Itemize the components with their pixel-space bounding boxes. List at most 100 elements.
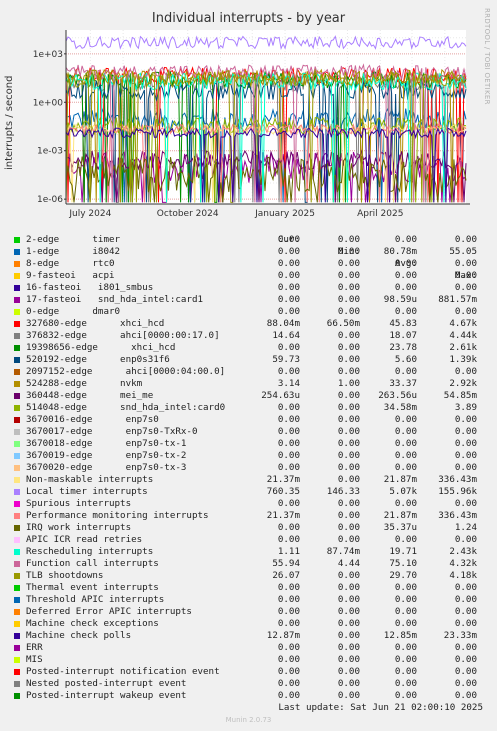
- legend-label: 376832-edge ahci[0000:00:17.0]: [26, 330, 220, 341]
- legend-avg: 263.56u: [378, 390, 417, 401]
- series-line: [65, 68, 467, 203]
- legend-label: 9-fasteoi acpi: [26, 270, 115, 281]
- munin-version: Munin 2.0.73: [225, 716, 272, 724]
- legend-label: 0-edge dmar0: [26, 306, 121, 317]
- legend-avg: 34.58m: [383, 402, 417, 413]
- series-line: [65, 35, 467, 51]
- legend-cur: 0.00: [277, 294, 300, 305]
- legend-cur: 0.00: [277, 426, 300, 437]
- legend-max: 0.00: [454, 282, 477, 293]
- legend-avg: 0.00: [394, 654, 417, 665]
- legend-label: 520192-edge enp0s31f6: [26, 354, 170, 365]
- legend-label: ERR: [26, 642, 43, 653]
- legend-swatch: [14, 525, 20, 531]
- legend-swatch: [14, 597, 20, 603]
- x-tick-label: January 2025: [254, 209, 315, 219]
- legend-swatch: [14, 537, 20, 543]
- legend-max: 0.00: [454, 234, 477, 245]
- legend-min: 0.00: [337, 426, 360, 437]
- legend-row: Thermal event interrupts 0.00 0.00 0.00 0.00: [0, 582, 497, 594]
- legend-cur: 0.00: [277, 654, 300, 665]
- legend-row: 17-fasteoi snd_hda_intel:card1 0.00 0.00 98…: [0, 294, 497, 306]
- legend-avg: 75.10: [389, 558, 417, 569]
- legend-label: Function call interrupts: [26, 558, 159, 569]
- legend-min: 0.00: [337, 390, 360, 401]
- legend-label: Posted-interrupt wakeup event: [26, 690, 187, 701]
- legend-label: TLB shootdowns: [26, 570, 104, 581]
- legend-min: 1.00: [337, 378, 360, 389]
- legend-label: Spurious interrupts: [26, 498, 132, 509]
- legend-min: 0.00: [337, 630, 360, 641]
- legend-cur: 0.00: [277, 498, 300, 509]
- legend-max: 54.85m: [443, 390, 477, 401]
- legend-label: Posted-interrupt notification event: [26, 666, 220, 677]
- legend-min: 0.00: [337, 330, 360, 341]
- legend-cur: 0.00: [277, 462, 300, 473]
- legend-label: Machine check exceptions: [26, 618, 159, 629]
- legend-max: 0.00: [454, 594, 477, 605]
- legend-avg: 0.00: [394, 366, 417, 377]
- legend-max: 336.43m: [438, 510, 477, 521]
- legend-swatch: [14, 549, 20, 555]
- legend-max: 0.00: [454, 582, 477, 593]
- legend-label: 524288-edge nvkm: [26, 378, 143, 389]
- legend-row: 3670018-edge enp7s0-tx-1 0.00 0.00 0.00 0.00: [0, 438, 497, 450]
- series-line: [65, 156, 467, 203]
- legend-max: 23.33m: [443, 630, 477, 641]
- legend-avg: 0.00: [394, 234, 417, 245]
- legend-min: 0.00: [337, 294, 360, 305]
- legend-max: 0.00: [454, 642, 477, 653]
- series-layer: [65, 35, 467, 203]
- legend-swatch: [14, 345, 20, 351]
- legend-swatch: [14, 429, 20, 435]
- legend-avg: 0.00: [394, 666, 417, 677]
- legend-row: 520192-edge enp0s31f6 59.73 0.00 5.60 1.39k: [0, 354, 497, 366]
- legend-header-cur: Cur:: [277, 234, 300, 245]
- legend-cur: 0.00: [277, 678, 300, 689]
- legend-row: 8-edge rtc0 0.00 0.00 0.00 0.00: [0, 258, 497, 270]
- legend-max: 4.44k: [449, 330, 477, 341]
- legend-min: 66.50m: [326, 318, 360, 329]
- legend-row: 327680-edge xhci_hcd 88.04m 66.50m 45.83 4.6…: [0, 318, 497, 330]
- legend-cur: 760.35: [266, 486, 300, 497]
- legend-label: 3670017-edge enp7s0-TxRx-0: [26, 426, 198, 437]
- legend-min: 0.00: [337, 570, 360, 581]
- legend-row: 3670020-edge enp7s0-tx-3 0.00 0.00 0.00 0.00: [0, 462, 497, 474]
- legend-header-max: Max:: [454, 270, 477, 281]
- legend-label: Deferred Error APIC interrupts: [26, 606, 192, 617]
- legend-row: Function call interrupts 55.94 4.44 75.10 4.…: [0, 558, 497, 570]
- y-tick-label: 1e-06: [37, 195, 63, 205]
- legend-row: Nested posted-interrupt event 0.00 0.00 0.0…: [0, 678, 497, 690]
- legend-row: Machine check polls 12.87m 0.00 12.85m 23.33…: [0, 630, 497, 642]
- legend-min: 0.00: [337, 450, 360, 461]
- legend-avg: 0.00: [394, 678, 417, 689]
- legend-swatch: [14, 465, 20, 471]
- legend-min: 0.00: [337, 642, 360, 653]
- legend-row: Posted-interrupt wakeup event 0.00 0.00 0.0…: [0, 690, 497, 702]
- legend-avg: 98.59u: [383, 294, 417, 305]
- legend-min: 0.00: [337, 510, 360, 521]
- series-line: [65, 79, 467, 203]
- legend-swatch: [14, 357, 20, 363]
- legend-cur: 0.00: [277, 534, 300, 545]
- legend-min: 0.00: [337, 474, 360, 485]
- legend-row: 3670019-edge enp7s0-tx-2 0.00 0.00 0.00 0.00: [0, 450, 497, 462]
- legend-cur: 0.00: [277, 234, 300, 245]
- legend-label: 3670018-edge enp7s0-tx-1: [26, 438, 187, 449]
- legend-min: 0.00: [337, 654, 360, 665]
- legend-cur: 254.63u: [261, 390, 300, 401]
- legend-max: 2.43k: [449, 546, 477, 557]
- legend-max: 0.00: [454, 450, 477, 461]
- legend-swatch: [14, 645, 20, 651]
- legend-label: MIS: [26, 654, 43, 665]
- legend-row: 360448-edge mei_me 254.63u 0.00 263.56u 54.8…: [0, 390, 497, 402]
- legend-cur: 1.11: [277, 546, 300, 557]
- chart-title: Individual interrupts - by year: [151, 11, 346, 26]
- legend-row: Performance monitoring interrupts 21.37m 0…: [0, 510, 497, 522]
- legend-avg: 5.07k: [389, 486, 417, 497]
- legend-min: 0.00: [337, 342, 360, 353]
- legend-label: 2097152-edge ahci[0000:04:00.0]: [26, 366, 226, 377]
- legend-swatch: [14, 477, 20, 483]
- legend-swatch: [14, 309, 20, 315]
- legend-row: ERR 0.00 0.00 0.00 0.00: [0, 642, 497, 654]
